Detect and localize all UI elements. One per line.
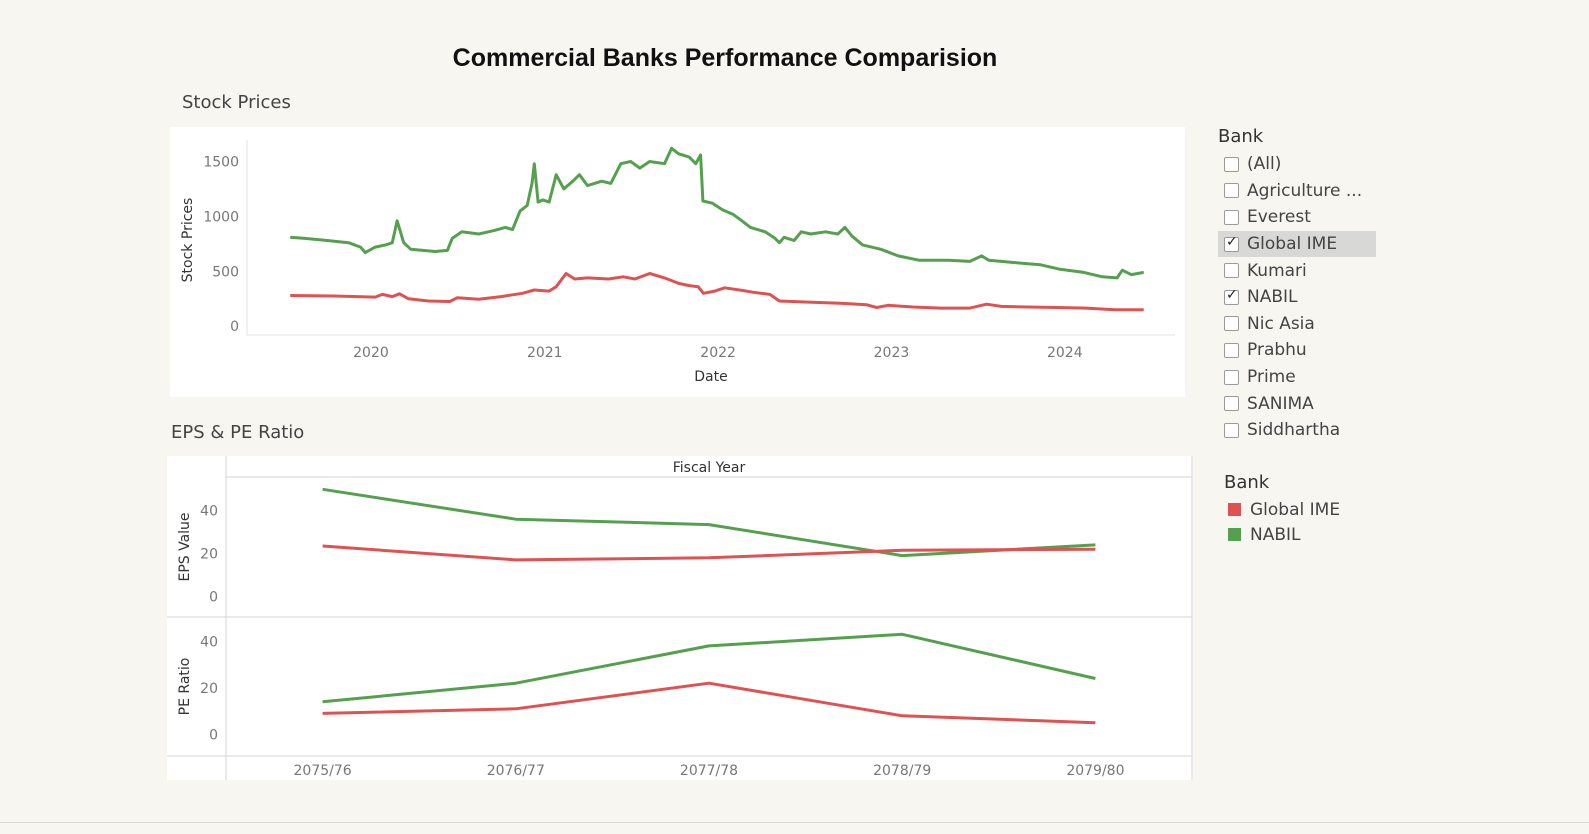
bank-filter-option[interactable]: Siddhartha [1218,417,1376,444]
x-tick-label: 2024 [1047,345,1083,361]
bank-filter-label: Kumari [1247,260,1307,281]
bank-filter-checkbox[interactable] [1224,369,1239,385]
bank-filter-label: Siddhartha [1247,420,1341,441]
eps-pe-chart-panel: Fiscal Year 0 20 40 EPS Value 0 20 40 PE Ratio 20… [167,456,1193,780]
series-line-nabil [322,487,1096,558]
x-tick-label: 2075/76 [294,763,352,779]
bank-filter-option[interactable]: Global IME [1218,230,1376,258]
bank-filter: Bank (All) Agriculture ... Everest Global I… [1218,126,1438,444]
bank-filter-heading: Bank [1218,126,1264,147]
bank-filter-label: Everest [1247,207,1311,228]
bank-filter-option[interactable]: Kumari [1218,257,1376,284]
bank-filter-label: Nic Asia [1247,313,1315,334]
legend-item[interactable]: NABIL [1224,522,1424,547]
stock-prices-section-title: Stock Prices [182,92,291,113]
x-tick-label: 2077/78 [680,763,738,779]
y-axis-title: PE Ratio [177,658,193,716]
series-line-nabil [290,146,1144,280]
legend-label: Global IME [1250,499,1341,520]
bank-filter-checkbox[interactable] [1224,316,1239,332]
bank-filter-label: Prime [1247,367,1296,388]
x-tick-label: 2020 [353,345,389,361]
bank-filter-label: (All) [1247,154,1282,175]
bank-filter-option[interactable]: Prabhu [1218,337,1376,364]
bank-filter-option[interactable]: NABIL [1218,284,1376,311]
column-header: Fiscal Year [673,460,746,476]
bank-filter-checkbox[interactable] [1224,396,1239,412]
bank-filter-option[interactable]: Everest [1218,204,1376,231]
y-axis-title: EPS Value [177,512,193,581]
y-tick-label: 40 [200,634,218,650]
y-tick-label: 1000 [203,209,239,225]
eps-pe-section-title: EPS & PE Ratio [171,422,305,443]
legend-swatch [1228,503,1241,516]
bank-filter-option[interactable]: Nic Asia [1218,311,1376,338]
bank-filter-checkbox[interactable] [1224,209,1239,225]
dashboard-title: Commercial Banks Performance Comparision [452,44,998,72]
bank-filter-option[interactable]: (All) [1218,151,1376,178]
x-tick-label: 2079/80 [1066,763,1124,779]
bank-filter-option[interactable]: SANIMA [1218,390,1376,417]
legend-list: Global IME NABIL [1224,497,1424,547]
x-tick-label: 2021 [527,345,563,361]
series-line-global-ime [322,544,1096,562]
x-axis-title: Date [694,369,727,385]
bank-filter-checkbox[interactable] [1224,422,1239,438]
bank-color-legend: Bank Global IME NABIL [1224,472,1424,547]
y-tick-label: 0 [209,727,218,743]
bank-filter-label: NABIL [1247,287,1298,308]
bank-filter-checkbox[interactable] [1224,234,1239,252]
bank-filter-checkbox[interactable] [1224,183,1239,199]
y-tick-label: 1500 [203,154,239,170]
bank-filter-label: SANIMA [1247,393,1314,414]
y-tick-label: 0 [209,589,218,605]
bank-filter-list: (All) Agriculture ... Everest Global IME Kum… [1218,151,1438,444]
series-line-global-ime [322,681,1096,725]
bank-filter-label: Global IME [1247,234,1338,255]
x-tick-label: 2078/79 [873,763,931,779]
bottom-divider [0,822,1589,823]
legend-swatch [1228,528,1241,541]
y-tick-label: 40 [200,504,218,520]
x-tick-label: 2022 [700,345,736,361]
bank-filter-option[interactable]: Agriculture ... [1218,178,1376,205]
y-tick-label: 20 [200,681,218,697]
bank-filter-checkbox[interactable] [1224,342,1239,358]
y-axis-title: Stock Prices [180,198,196,283]
series-line-nabil [322,632,1096,704]
stock-price-chart: 0 500 1000 1500 2020 2021 2022 2023 2024 Date Stoc… [180,140,1175,385]
legend-label: NABIL [1250,524,1301,545]
bank-filter-checkbox[interactable] [1224,156,1239,172]
stock-price-chart-panel: 0 500 1000 1500 2020 2021 2022 2023 2024 Date Stoc… [170,127,1185,397]
series-line-global-ime [290,272,1144,312]
bank-filter-checkbox[interactable] [1224,287,1239,305]
bank-filter-checkbox[interactable] [1224,263,1239,279]
y-tick-label: 20 [200,546,218,562]
eps-pe-chart: Fiscal Year 0 20 40 EPS Value 0 20 40 PE Ratio 20… [167,456,1193,780]
y-tick-label: 500 [212,264,239,280]
legend-heading: Bank [1224,472,1270,493]
legend-item[interactable]: Global IME [1224,497,1424,522]
x-tick-label: 2023 [874,345,910,361]
x-tick-label: 2076/77 [487,763,545,779]
bank-filter-label: Prabhu [1247,340,1307,361]
bank-filter-label: Agriculture ... [1247,180,1363,201]
bank-filter-option[interactable]: Prime [1218,364,1376,391]
y-tick-label: 0 [230,319,239,335]
